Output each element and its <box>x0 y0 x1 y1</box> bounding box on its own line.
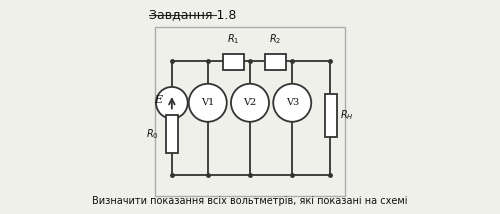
Bar <box>155 27 345 196</box>
Bar <box>166 115 178 153</box>
Text: $R_H$: $R_H$ <box>340 108 353 122</box>
Text: V2: V2 <box>244 98 256 107</box>
Text: $R_0$: $R_0$ <box>146 128 159 141</box>
Text: $R_2$: $R_2$ <box>269 32 281 46</box>
Circle shape <box>231 84 269 122</box>
Circle shape <box>273 84 312 122</box>
Text: Визначити показання всіх вольтметрів, які показані на схемі: Визначити показання всіх вольтметрів, як… <box>92 196 408 206</box>
Text: $R_1$: $R_1$ <box>227 32 239 46</box>
Circle shape <box>156 87 188 119</box>
Point <box>213 14 219 16</box>
Circle shape <box>188 84 227 122</box>
Bar <box>265 54 286 70</box>
Text: E: E <box>154 95 162 105</box>
Text: V3: V3 <box>286 98 299 107</box>
Text: V1: V1 <box>201 98 214 107</box>
Bar <box>325 94 336 137</box>
Point <box>146 14 152 16</box>
Bar <box>222 54 244 70</box>
Text: Завдання 1.8: Завдання 1.8 <box>148 8 236 21</box>
